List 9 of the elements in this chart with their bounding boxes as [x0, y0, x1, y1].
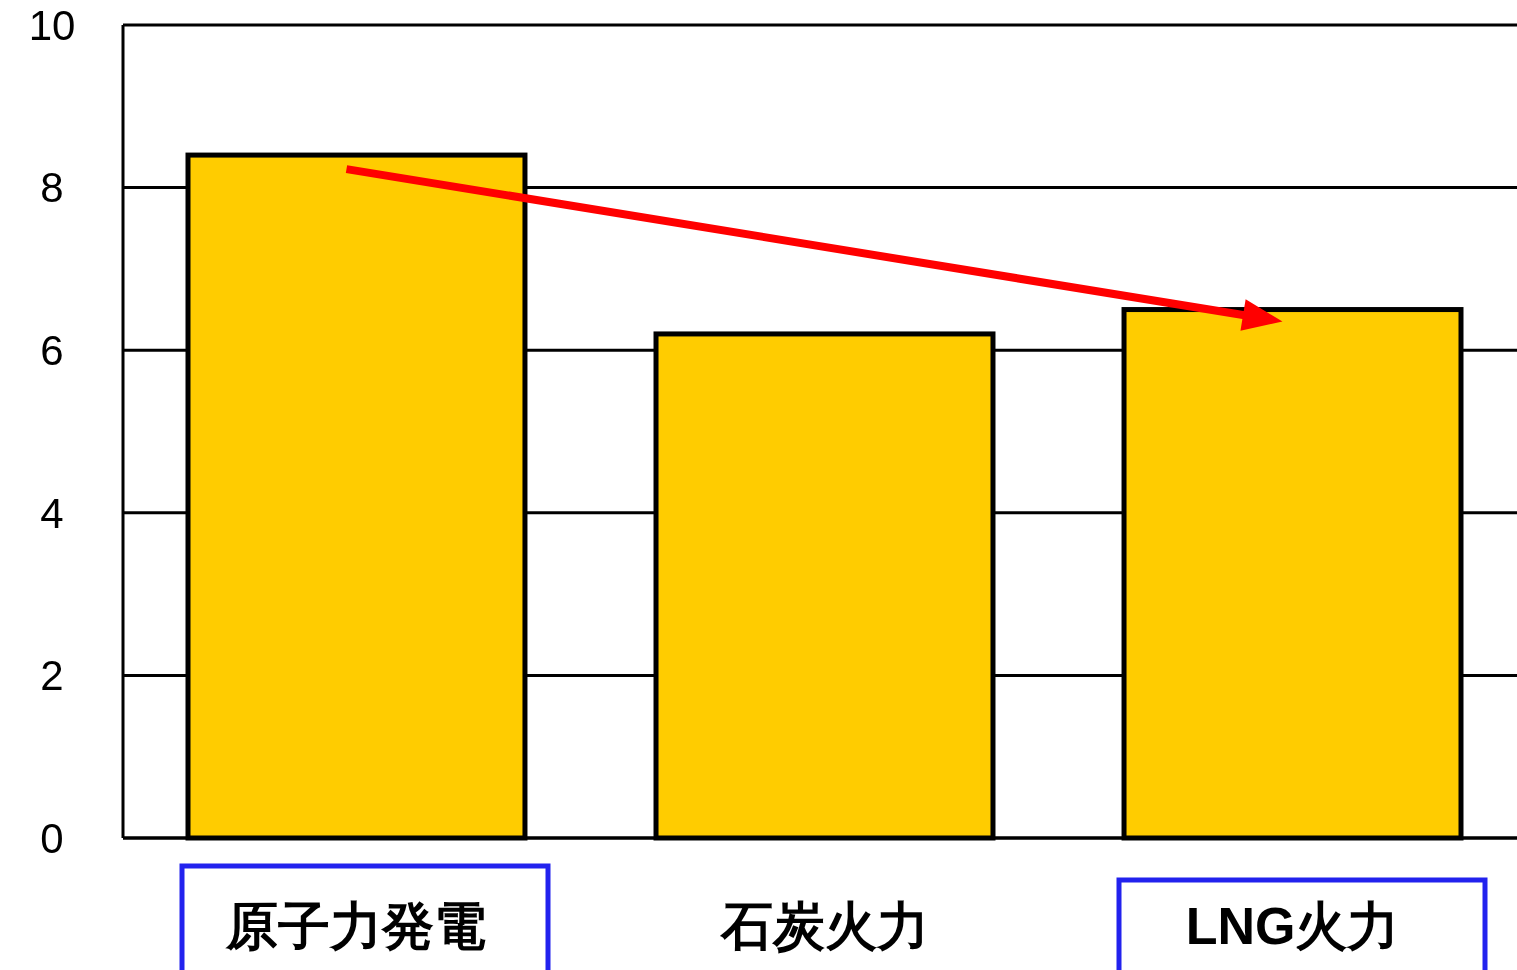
x-tick-label: 石炭火力: [718, 897, 929, 956]
y-tick-label: 8: [40, 164, 64, 212]
x-tick-label: LNG火力: [1185, 897, 1400, 956]
y-tick-label: 6: [40, 326, 64, 374]
y-tick-label: 4: [40, 489, 64, 537]
y-tick-label: 2: [40, 652, 64, 700]
y-tick-label: 0: [40, 814, 64, 862]
y-tick-label: 10: [28, 1, 76, 49]
x-tick-label: 原子力発電: [225, 897, 487, 956]
